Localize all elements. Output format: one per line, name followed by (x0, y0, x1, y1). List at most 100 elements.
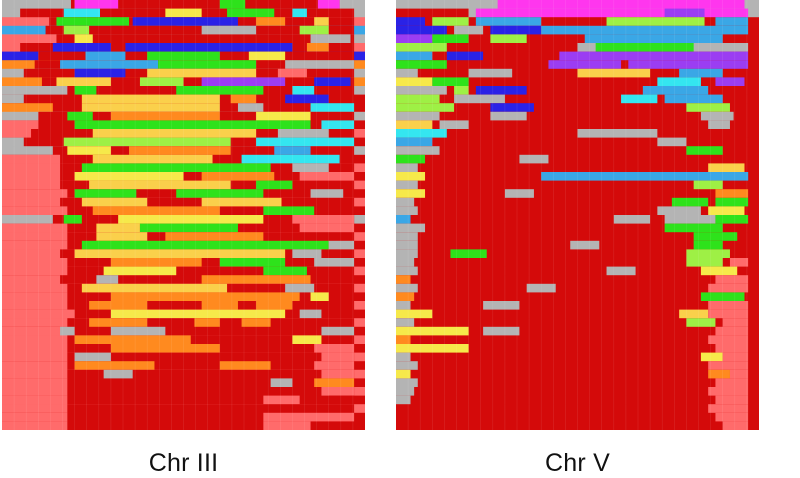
heatmap-cell (664, 215, 716, 224)
heatmap-cell (715, 344, 749, 353)
heatmap-cell (129, 146, 231, 156)
heatmap-cell (396, 111, 440, 121)
heatmap-cell (450, 249, 487, 259)
heatmap-cell (74, 189, 137, 199)
heatmap-cell (299, 172, 355, 181)
heatmap-cell (708, 120, 730, 130)
chart-title-chr-v: Chr V (545, 449, 610, 477)
heatmap-row (396, 412, 759, 422)
heatmap-cell (722, 352, 749, 362)
heatmap-cell (201, 172, 275, 181)
heatmap-cell (693, 232, 738, 242)
heatmap-cell (81, 197, 148, 207)
heatmap-cell (103, 266, 177, 276)
heatmap-cell (248, 51, 286, 61)
heatmap-cell (396, 180, 418, 190)
heatmap-cell (715, 17, 749, 27)
heatmap-cell (74, 86, 97, 95)
heatmap-cell (432, 34, 469, 44)
heatmap-cell (263, 266, 307, 276)
heatmap-cell (396, 172, 426, 181)
heatmap-cell (700, 292, 745, 302)
heatmap-cell (664, 223, 723, 233)
heatmap-cell (396, 60, 447, 70)
heatmap-cell (664, 8, 705, 18)
heatmap-cell (256, 180, 293, 190)
heatmap-cell (2, 421, 68, 430)
heatmap-row (396, 395, 759, 405)
heatmap-cell (67, 266, 355, 276)
heatmap-cell (92, 206, 220, 216)
heatmap-cell (468, 68, 513, 78)
heatmap-row (396, 180, 759, 190)
heatmap-cell (708, 283, 749, 293)
heatmap-cell (679, 309, 709, 319)
heatmap-cell (63, 25, 90, 35)
heatmap-cell (396, 369, 411, 379)
heatmap-cell (299, 25, 329, 35)
heatmap-row (396, 266, 759, 276)
heatmap-cell (671, 172, 749, 181)
heatmap-cell (454, 25, 484, 35)
heatmap-cell (2, 275, 61, 285)
heatmap-cell (2, 395, 68, 405)
heatmap-chr-v (396, 0, 759, 430)
heatmap-cell (277, 129, 329, 138)
heatmap-chr-iii (2, 0, 365, 430)
heatmap-cell (328, 240, 355, 250)
heatmap-cell (2, 120, 39, 130)
heatmap-cell (475, 8, 749, 18)
heatmap-cell (396, 395, 411, 405)
heatmap-cell (595, 43, 694, 52)
heatmap-cell (314, 361, 355, 371)
heatmap-chr-iii-plot (2, 0, 365, 430)
heatmap-cell (396, 94, 440, 104)
heatmap-cell (292, 335, 322, 345)
heatmap-cell (475, 86, 527, 95)
heatmap-cell (321, 352, 355, 362)
heatmap-cell (577, 129, 658, 138)
heatmap-cell (396, 387, 415, 396)
heatmap-cell (256, 301, 293, 310)
heatmap-cell (176, 86, 264, 95)
heatmap-cell (396, 51, 433, 61)
heatmap-cell (664, 94, 723, 104)
heatmap-cell (201, 25, 257, 35)
heatmap-cell (715, 215, 749, 224)
heatmap-cell (396, 86, 447, 95)
heatmap-cell (67, 111, 93, 121)
heatmap-row (2, 395, 365, 405)
heatmap-cell (396, 232, 418, 242)
heatmap-cell (277, 68, 307, 78)
heatmap-cell (92, 154, 213, 164)
heatmap-cell (679, 68, 723, 78)
heatmap-cell (396, 301, 411, 310)
heatmap-cell (396, 240, 418, 250)
heatmap-cell (686, 318, 716, 328)
heatmap-cell (396, 68, 418, 78)
heatmap-cell (96, 223, 140, 233)
heatmap-cell (270, 378, 293, 388)
heatmap-cell (237, 103, 264, 113)
heatmap-cell (541, 25, 749, 35)
heatmap-row (396, 344, 759, 353)
heatmap-row (2, 275, 365, 285)
heatmap-cell (2, 154, 61, 164)
heatmap-cell (454, 86, 469, 95)
heatmap-cell (708, 163, 745, 173)
heatmap-cell (2, 206, 68, 216)
heatmap-cell (483, 326, 520, 336)
heatmap-cell (396, 292, 415, 302)
heatmap-cell (67, 335, 355, 345)
heatmap-cell (708, 361, 749, 371)
heatmap-cell (285, 60, 355, 70)
heatmap-cell (314, 344, 355, 353)
heatmap-cell (110, 111, 220, 121)
heatmap-cell (708, 301, 749, 310)
heatmap-cell (396, 146, 440, 156)
heatmap-cell (219, 258, 286, 267)
heatmap-cell (657, 0, 745, 9)
heatmap-cell (396, 137, 433, 147)
heatmap-cell (396, 129, 447, 138)
heatmap-cell (700, 111, 734, 121)
